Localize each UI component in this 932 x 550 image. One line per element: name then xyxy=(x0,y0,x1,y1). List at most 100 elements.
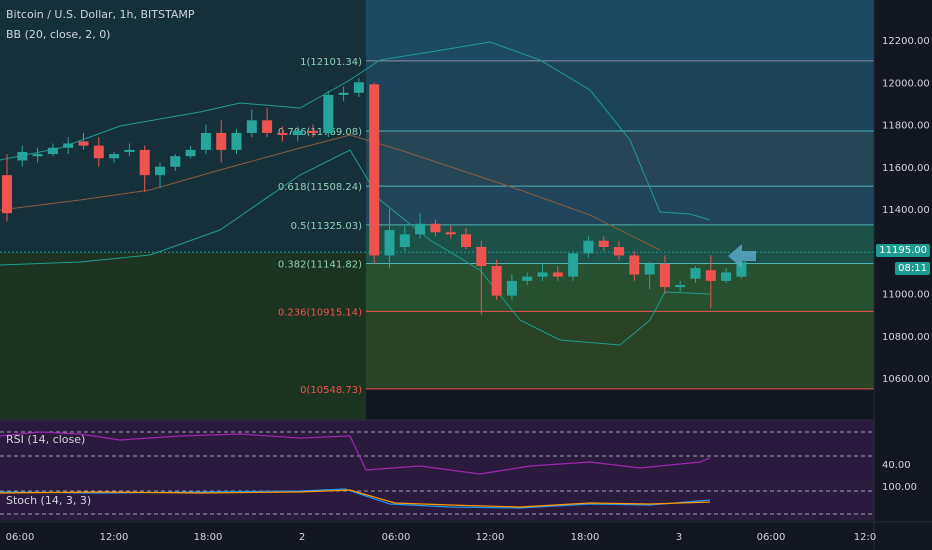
time-axis-label: 06:00 xyxy=(757,532,786,543)
bb-upper-line xyxy=(0,41,711,221)
candle-body xyxy=(705,270,716,281)
candle-body xyxy=(262,120,273,133)
time-axis-label: 18:00 xyxy=(194,532,223,543)
candles[interactable] xyxy=(2,78,747,315)
fib-retracement[interactable]: 1(12101.34) 0.786(11769.08) 0.618(11508.24… xyxy=(278,0,874,396)
candle-body xyxy=(32,154,43,157)
candle-body xyxy=(2,175,12,214)
candle-body xyxy=(614,247,624,256)
fib-zone xyxy=(366,186,874,225)
stoch-indicator-label[interactable]: Stoch (14, 3, 3) xyxy=(6,494,92,507)
rsi-indicator-label[interactable]: RSI (14, close) xyxy=(6,433,86,446)
fib-level-label: 0.786(11769.08) xyxy=(278,127,362,138)
stoch-axis-label: 100.00 xyxy=(882,482,917,493)
candle-body xyxy=(353,82,364,93)
price-axis-label: 11600.00 xyxy=(882,163,930,174)
candle-body xyxy=(445,232,456,235)
price-axis-label: 11000.00 xyxy=(882,290,930,301)
candle-body xyxy=(690,268,701,279)
candle-body xyxy=(675,285,686,288)
candle-body xyxy=(155,166,165,176)
candle-body xyxy=(93,145,104,159)
candle-body xyxy=(629,255,640,275)
rsi-axis-label: 40.00 xyxy=(882,460,911,471)
time-axis-label: 3 xyxy=(676,532,682,543)
candle-body xyxy=(200,132,211,150)
fib-extension-zone xyxy=(366,0,874,61)
candle-body xyxy=(568,253,579,277)
candle-body xyxy=(277,132,288,136)
time-axis-label: 06:00 xyxy=(6,532,35,543)
current-price-tag: 11195.00 xyxy=(876,244,930,258)
candle-body xyxy=(583,240,594,254)
candle-body xyxy=(506,280,517,296)
time-axis-label: 2 xyxy=(299,532,305,543)
time-axis-label: 12:00 xyxy=(476,532,505,543)
candle-body xyxy=(491,266,502,296)
time-axis-label: 12:0 xyxy=(854,532,876,543)
rsi-pane-bg xyxy=(0,420,874,482)
candle-body xyxy=(461,234,471,248)
bb-indicator-label[interactable]: BB (20, close, 2, 0) xyxy=(6,28,111,41)
candle-body xyxy=(430,223,441,233)
price-axis-label: 11400.00 xyxy=(882,205,930,216)
fib-zone xyxy=(366,131,874,187)
arrow-icon xyxy=(728,244,756,268)
candle-body xyxy=(17,151,28,161)
candle-body xyxy=(384,230,395,256)
candle-body xyxy=(598,240,609,248)
lower-bg-zone xyxy=(0,252,366,420)
candle-body xyxy=(537,272,548,277)
price-axis-label: 12200.00 xyxy=(882,36,930,47)
candle-body xyxy=(78,141,89,146)
fib-level-label: 0.236(10915.14) xyxy=(278,307,362,318)
candle-body xyxy=(63,143,74,148)
candle-body xyxy=(216,132,227,150)
bb-lower-line xyxy=(0,149,711,346)
candle-body xyxy=(124,149,135,152)
candle-body xyxy=(139,149,150,176)
upper-bg-zone xyxy=(0,0,366,252)
stoch-pane-bg xyxy=(0,483,874,519)
candle-body xyxy=(246,120,257,133)
time-axis-label: 18:00 xyxy=(571,532,600,543)
background-zones xyxy=(0,0,874,521)
candle-body xyxy=(185,149,196,157)
price-axis-label: 11800.00 xyxy=(882,121,930,132)
bar-countdown-tag: 08:11 xyxy=(895,262,930,276)
candle-body xyxy=(659,263,670,288)
fib-level-label: 0(10548.73) xyxy=(300,385,362,396)
candle-body xyxy=(476,247,487,267)
stoch-d-line xyxy=(0,489,711,508)
candle-body xyxy=(109,154,120,159)
candle-body xyxy=(292,130,303,136)
symbol-title[interactable]: Bitcoin / U.S. Dollar, 1h, BITSTAMP xyxy=(6,8,195,21)
indicator-panes xyxy=(0,431,874,515)
fib-level-label: 1(12101.34) xyxy=(300,57,362,68)
fib-level-label: 0.382(11141.82) xyxy=(278,260,362,271)
rsi-line xyxy=(0,431,711,475)
time-axis-label: 12:00 xyxy=(100,532,129,543)
candle-body xyxy=(522,276,533,281)
fib-zone xyxy=(366,263,874,312)
candle-body xyxy=(338,92,349,95)
candle-body xyxy=(721,272,732,281)
price-axis-label: 10800.00 xyxy=(882,332,930,343)
candle-body xyxy=(323,94,334,133)
fib-level-label: 0.618(11508.24) xyxy=(278,182,362,193)
time-axis-label: 06:00 xyxy=(382,532,411,543)
candle-body xyxy=(308,130,318,133)
candle-body xyxy=(170,156,181,167)
candle-body xyxy=(415,223,426,235)
candle-body xyxy=(231,132,242,150)
candle-body xyxy=(644,263,655,275)
candle-body xyxy=(736,261,747,277)
candle-body xyxy=(399,234,410,248)
price-axis-label: 10600.00 xyxy=(882,374,930,385)
candle-body xyxy=(369,84,380,256)
fib-zone xyxy=(366,60,874,132)
candle-body xyxy=(552,272,563,277)
price-axis-label: 12000.00 xyxy=(882,78,930,89)
